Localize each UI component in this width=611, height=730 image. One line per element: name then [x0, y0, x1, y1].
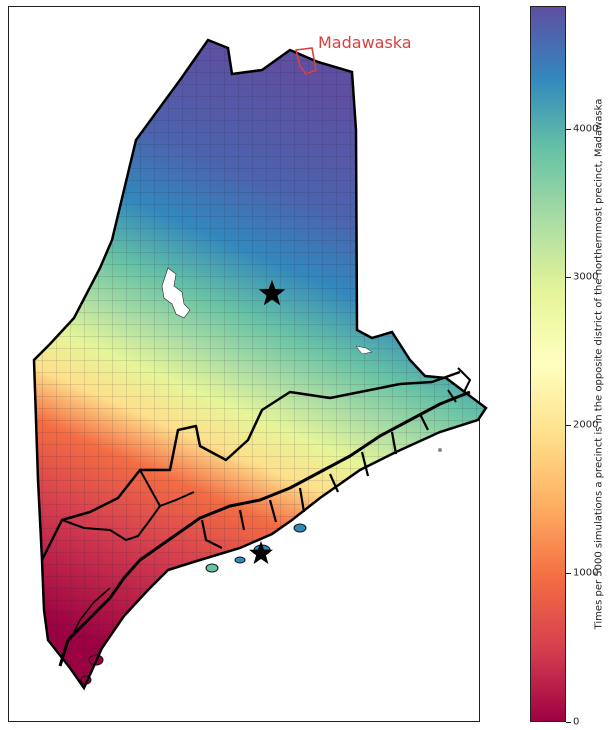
colorbar-tick — [566, 573, 571, 574]
colorbar-tick — [566, 129, 571, 130]
colorbar-tick — [566, 425, 571, 426]
colorbar-tick-label: 2000 — [573, 419, 599, 431]
star-marker-south — [249, 541, 273, 564]
colorbar-tick-label: 3000 — [573, 271, 599, 283]
colorbar-tick-label: 4000 — [573, 123, 599, 135]
colorbar-tick — [566, 277, 571, 278]
colorbar — [530, 6, 566, 722]
district-boundary — [40, 367, 471, 667]
colorbar-tick-label: 1000 — [573, 567, 599, 579]
colorbar-tick — [566, 722, 571, 723]
star-marker-north — [258, 280, 286, 306]
madawaska-label: Madawaska — [318, 33, 412, 52]
colorbar-tick-label: 0 — [573, 716, 580, 728]
lakes — [161, 267, 373, 355]
colorbar-title: Times per 5000 simulations a precinct is… — [593, 98, 605, 630]
madawaska-precinct-outline — [295, 47, 317, 75]
